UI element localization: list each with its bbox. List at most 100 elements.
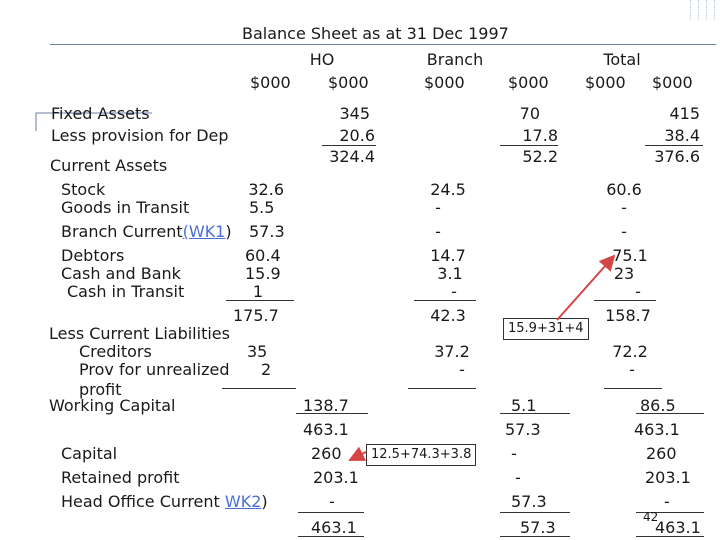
working-capital-total: 86.5 <box>640 396 676 415</box>
goods-in-transit-total: - <box>621 198 627 217</box>
branch-calc-note: 15.9+31+4 <box>503 318 589 340</box>
working-capital-branch: 5.1 <box>511 396 537 415</box>
debtors-total: 75.1 <box>612 246 648 265</box>
working-capital-label: Working Capital <box>49 396 176 415</box>
rule-total-final <box>636 512 704 513</box>
rule-ho-cl <box>222 388 296 389</box>
cash-and-bank-ho: 15.9 <box>245 264 281 283</box>
cash-and-bank-branch: 3.1 <box>437 264 463 283</box>
stock-branch: 24.5 <box>430 180 466 199</box>
grand-total-total: 463.1 <box>655 518 701 537</box>
debtors-label: Debtors <box>61 246 125 265</box>
rule-branch-cl <box>408 388 476 389</box>
fixed-assets-total: 415 <box>669 104 700 123</box>
rule-ho-final <box>298 512 364 513</box>
goods-in-transit-ho: 5.5 <box>249 198 275 217</box>
stock-label: Stock <box>61 180 106 199</box>
less-provision-branch: 17.8 <box>522 126 558 145</box>
cash-in-transit-total: - <box>635 282 641 301</box>
creditors-label: Creditors <box>79 342 152 361</box>
debtors-ho: 60.4 <box>245 246 281 265</box>
less-provision-ho: 20.6 <box>339 126 375 145</box>
unit-branch-total: $000 <box>508 73 549 92</box>
page-title: Balance Sheet as at 31 Dec 1997 <box>242 24 509 43</box>
fixed-assets-label: Fixed Assets <box>51 104 150 123</box>
cash-and-bank-total: 23 <box>613 264 635 283</box>
prov-unrealized-ho: 2 <box>261 360 272 379</box>
rule-ho-fixed <box>322 145 376 146</box>
branch-current-ho: 57.3 <box>249 222 285 241</box>
head-office-current-branch: 57.3 <box>511 492 547 511</box>
fixed-assets-ho: 345 <box>339 104 370 123</box>
unit-branch-detail: $000 <box>424 73 465 92</box>
wk1-link[interactable]: (WK1 <box>182 222 226 241</box>
branch-current-branch: - <box>435 222 441 241</box>
capital-total: 260 <box>646 444 677 463</box>
capital-ho: 260 <box>311 444 342 463</box>
cash-and-bank-label: Cash and Bank <box>61 264 181 283</box>
working-capital-ho: 138.7 <box>303 396 349 415</box>
bracket-marker-icon <box>35 112 152 131</box>
ca-total-total: 158.7 <box>605 306 651 325</box>
unit-total-detail: $000 <box>585 73 626 92</box>
unit-ho-detail: $000 <box>250 73 291 92</box>
ho-calc-note: 12.5+74.3+3.8 <box>366 444 477 466</box>
page-number: 42 <box>643 510 659 524</box>
rule-total-wc <box>636 413 704 414</box>
rule-total-fixed <box>645 145 703 146</box>
rule-branch-wc <box>500 413 570 414</box>
retained-profit-total: 203.1 <box>645 468 691 487</box>
less-provision-total: 38.4 <box>664 126 700 145</box>
retained-profit-ho: 203.1 <box>313 468 359 487</box>
net-fixed-total: 376.6 <box>654 147 700 166</box>
double-rule-total <box>636 536 704 537</box>
head-office-current-label: Head Office Current WK2) <box>61 492 268 511</box>
head-office-current-total: - <box>664 492 670 511</box>
net-assets-branch: 57.3 <box>505 420 541 439</box>
ca-total-ho: 175.7 <box>233 306 279 325</box>
net-fixed-branch: 52.2 <box>522 147 558 166</box>
branch-current-total: - <box>621 222 627 241</box>
creditors-total: 72.2 <box>612 342 648 361</box>
double-rule-ho <box>298 536 364 537</box>
rule-branch-ca <box>414 300 476 301</box>
prov-unrealized-total: - <box>629 360 635 379</box>
stock-ho: 32.6 <box>248 180 284 199</box>
prov-unrealized-branch: - <box>459 360 465 379</box>
branch-current-label: Branch Current(WK1) <box>61 222 232 241</box>
header-total: Total <box>603 50 641 69</box>
corner-grid-decoration <box>684 0 720 20</box>
fixed-assets-branch: 70 <box>519 104 540 123</box>
less-provision-label: Less provision for Dep <box>51 126 229 145</box>
rule-ho-wc <box>296 413 368 414</box>
capital-label: Capital <box>61 444 118 463</box>
retained-profit-label: Retained profit <box>61 468 180 487</box>
creditors-branch: 37.2 <box>434 342 470 361</box>
rule-total-cl <box>604 388 662 389</box>
wk2-link[interactable]: WK2 <box>224 492 262 511</box>
capital-branch: - <box>511 444 517 463</box>
header-ho: HO <box>309 50 335 69</box>
net-assets-ho: 463.1 <box>303 420 349 439</box>
head-office-current-ho: - <box>329 492 335 511</box>
title-rule <box>50 44 716 45</box>
prov-unrealized-label-2: profit <box>79 380 122 399</box>
retained-profit-branch: - <box>515 468 521 487</box>
goods-in-transit-label: Goods in Transit <box>61 198 190 217</box>
current-assets-label: Current Assets <box>50 156 168 175</box>
creditors-ho: 35 <box>247 342 268 361</box>
double-rule-branch <box>500 536 570 537</box>
stock-total: 60.6 <box>606 180 642 199</box>
cash-in-transit-ho: 1 <box>252 282 264 301</box>
unit-total-total: $000 <box>652 73 693 92</box>
rule-ho-ca <box>226 300 294 301</box>
ca-total-branch: 42.3 <box>430 306 466 325</box>
cash-in-transit-label: Cash in Transit <box>67 282 185 301</box>
unit-ho-total: $000 <box>328 73 369 92</box>
grand-total-ho: 463.1 <box>311 518 357 537</box>
header-branch: Branch <box>426 50 484 69</box>
net-assets-total: 463.1 <box>634 420 680 439</box>
grand-total-branch: 57.3 <box>520 518 556 537</box>
debtors-branch: 14.7 <box>430 246 466 265</box>
